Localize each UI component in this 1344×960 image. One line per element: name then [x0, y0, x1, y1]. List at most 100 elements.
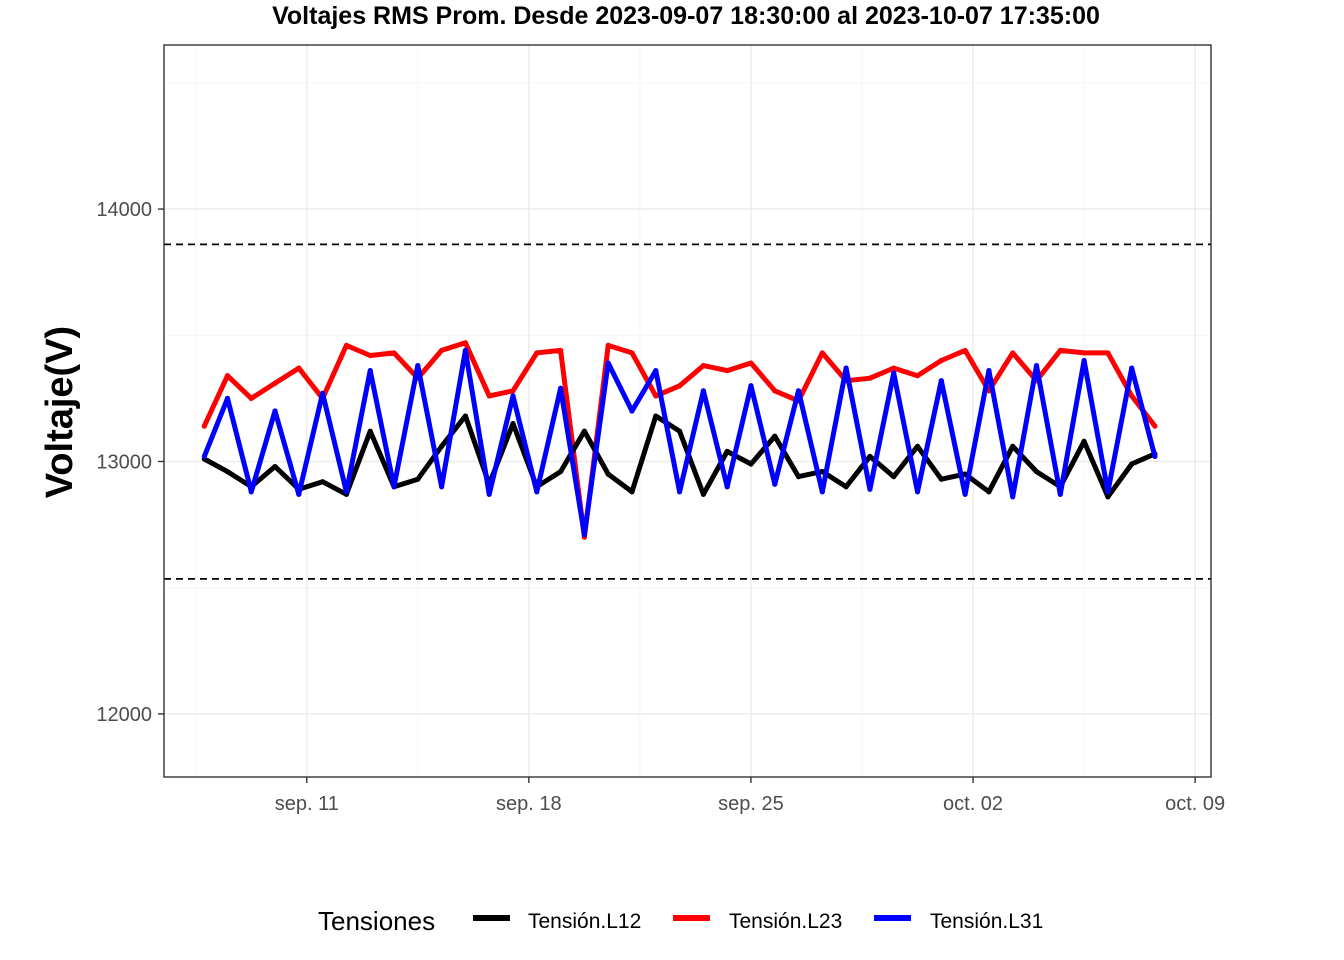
- data-point-tensi-n-l23: [962, 347, 968, 354]
- y-tick-label: 12000: [96, 704, 152, 726]
- data-point-tensi-n-l23: [676, 383, 683, 389]
- data-point-tensi-n-l12: [1033, 468, 1040, 475]
- data-point-tensi-n-l23: [296, 365, 302, 371]
- y-tick-label: 13000: [96, 451, 152, 473]
- grid-lines: [164, 45, 1211, 777]
- data-point-tensi-n-l12: [462, 413, 469, 419]
- y-axis: 12000 13000 14000: [96, 199, 164, 726]
- data-point-tensi-n-l31: [534, 489, 540, 495]
- data-point-tensi-n-l12: [1105, 494, 1111, 500]
- data-point-tensi-n-l23: [224, 373, 231, 379]
- data-point-tensi-n-l12: [867, 453, 873, 460]
- data-point-tensi-n-l12: [224, 468, 231, 475]
- plot-border: [163, 44, 1212, 778]
- data-point-tensi-n-l12: [272, 463, 278, 470]
- data-point-tensi-n-l23: [605, 342, 611, 348]
- data-point-tensi-n-l12: [795, 474, 802, 480]
- data-point-tensi-n-l12: [557, 468, 564, 475]
- data-point-tensi-n-l31: [1152, 453, 1158, 460]
- data-point-tensi-n-l31: [914, 489, 921, 495]
- data-point-tensi-n-l12: [653, 413, 659, 419]
- data-point-tensi-n-l31: [1081, 357, 1087, 364]
- legend-item-l31: Tensión.L31: [874, 910, 1043, 933]
- legend-label-l12: Tensión.L12: [528, 910, 641, 933]
- data-point-tensi-n-l31: [962, 491, 968, 497]
- data-point-tensi-n-l23: [367, 352, 373, 359]
- x-tick-label: sep. 18: [496, 793, 562, 815]
- data-point-tensi-n-l23: [772, 388, 778, 394]
- x-axis: sep. 11 sep. 18 sep. 25 oct. 02 oct. 09: [275, 777, 1225, 815]
- legend: Tensiones Tensión.L12 Tensión.L23 Tensió…: [318, 906, 1043, 936]
- data-point-tensi-n-l23: [914, 373, 921, 379]
- data-point-tensi-n-l23: [1129, 393, 1135, 399]
- data-point-tensi-n-l12: [439, 443, 445, 449]
- data-point-tensi-n-l12: [367, 428, 373, 434]
- data-point-tensi-n-l12: [891, 474, 897, 480]
- data-point-tensi-n-l23: [1010, 350, 1016, 356]
- data-point-tensi-n-l31: [1105, 489, 1111, 495]
- data-point-tensi-n-l31: [938, 378, 944, 384]
- data-point-tensi-n-l12: [914, 443, 921, 449]
- data-point-tensi-n-l31: [986, 368, 992, 374]
- data-point-tensi-n-l12: [938, 476, 944, 482]
- data-point-tensi-n-l31: [653, 368, 659, 374]
- data-point-tensi-n-l12: [1010, 443, 1016, 449]
- x-tick-label: oct. 09: [1165, 793, 1225, 815]
- data-point-tensi-n-l31: [867, 486, 873, 492]
- plot-panel: [164, 45, 1211, 777]
- data-point-tensi-n-l23: [629, 350, 635, 356]
- data-point-tensi-n-l31: [843, 365, 849, 371]
- data-point-tensi-n-l23: [938, 357, 944, 364]
- data-point-tensi-n-l31: [795, 388, 802, 394]
- data-point-tensi-n-l31: [676, 489, 683, 495]
- data-point-tensi-n-l23: [748, 360, 754, 366]
- data-point-tensi-n-l31: [201, 453, 207, 460]
- data-point-tensi-n-l12: [700, 491, 706, 497]
- y-axis-label: Voltaje(V): [39, 326, 81, 498]
- data-point-tensi-n-l31: [724, 484, 730, 490]
- data-point-tensi-n-l12: [724, 448, 730, 454]
- legend-label-l31: Tensión.L31: [930, 910, 1043, 933]
- data-point-tensi-n-l31: [629, 408, 635, 414]
- data-point-tensi-n-l23: [819, 350, 825, 356]
- data-point-tensi-n-l23: [462, 340, 469, 346]
- data-point-tensi-n-l12: [320, 479, 326, 485]
- data-point-tensi-n-l12: [605, 471, 611, 477]
- data-point-tensi-n-l31: [772, 481, 778, 487]
- data-point-tensi-n-l31: [415, 362, 421, 369]
- data-point-tensi-n-l31: [819, 489, 825, 495]
- data-point-tensi-n-l31: [486, 491, 492, 497]
- x-tick-label: oct. 02: [943, 793, 1003, 815]
- data-point-tensi-n-l31: [1129, 365, 1135, 371]
- data-point-tensi-n-l31: [296, 491, 302, 497]
- data-point-tensi-n-l31: [439, 484, 445, 490]
- data-point-tensi-n-l31: [605, 360, 611, 366]
- data-point-tensi-n-l23: [510, 388, 516, 394]
- data-point-tensi-n-l12: [510, 421, 516, 427]
- data-point-tensi-n-l12: [1081, 438, 1087, 444]
- data-point-tensi-n-l12: [772, 433, 778, 439]
- data-point-tensi-n-l23: [1152, 423, 1158, 429]
- data-point-tensi-n-l31: [891, 370, 897, 376]
- legend-item-l23: Tensión.L23: [673, 910, 842, 933]
- data-point-tensi-n-l12: [629, 489, 635, 495]
- legend-label-l23: Tensión.L23: [729, 910, 842, 933]
- chart-title: Voltajes RMS Prom. Desde 2023-09-07 18:3…: [272, 2, 1100, 30]
- data-point-tensi-n-l12: [581, 428, 587, 434]
- data-point-tensi-n-l23: [700, 362, 706, 369]
- data-point-tensi-n-l23: [1081, 350, 1087, 356]
- data-point-tensi-n-l23: [724, 368, 730, 374]
- data-point-tensi-n-l31: [581, 532, 587, 538]
- y-tick-label: 14000: [96, 199, 152, 221]
- data-point-tensi-n-l12: [415, 476, 421, 482]
- data-point-tensi-n-l12: [843, 484, 849, 490]
- data-point-tensi-n-l31: [1057, 491, 1063, 497]
- data-point-tensi-n-l31: [462, 347, 469, 354]
- x-tick-label: sep. 25: [718, 793, 784, 815]
- data-point-tensi-n-l31: [557, 385, 564, 391]
- reference-lines: [164, 243, 1211, 580]
- data-point-tensi-n-l23: [248, 395, 254, 401]
- data-point-tensi-n-l12: [748, 461, 754, 467]
- data-point-tensi-n-l31: [510, 393, 516, 399]
- data-point-tensi-n-l23: [867, 375, 873, 381]
